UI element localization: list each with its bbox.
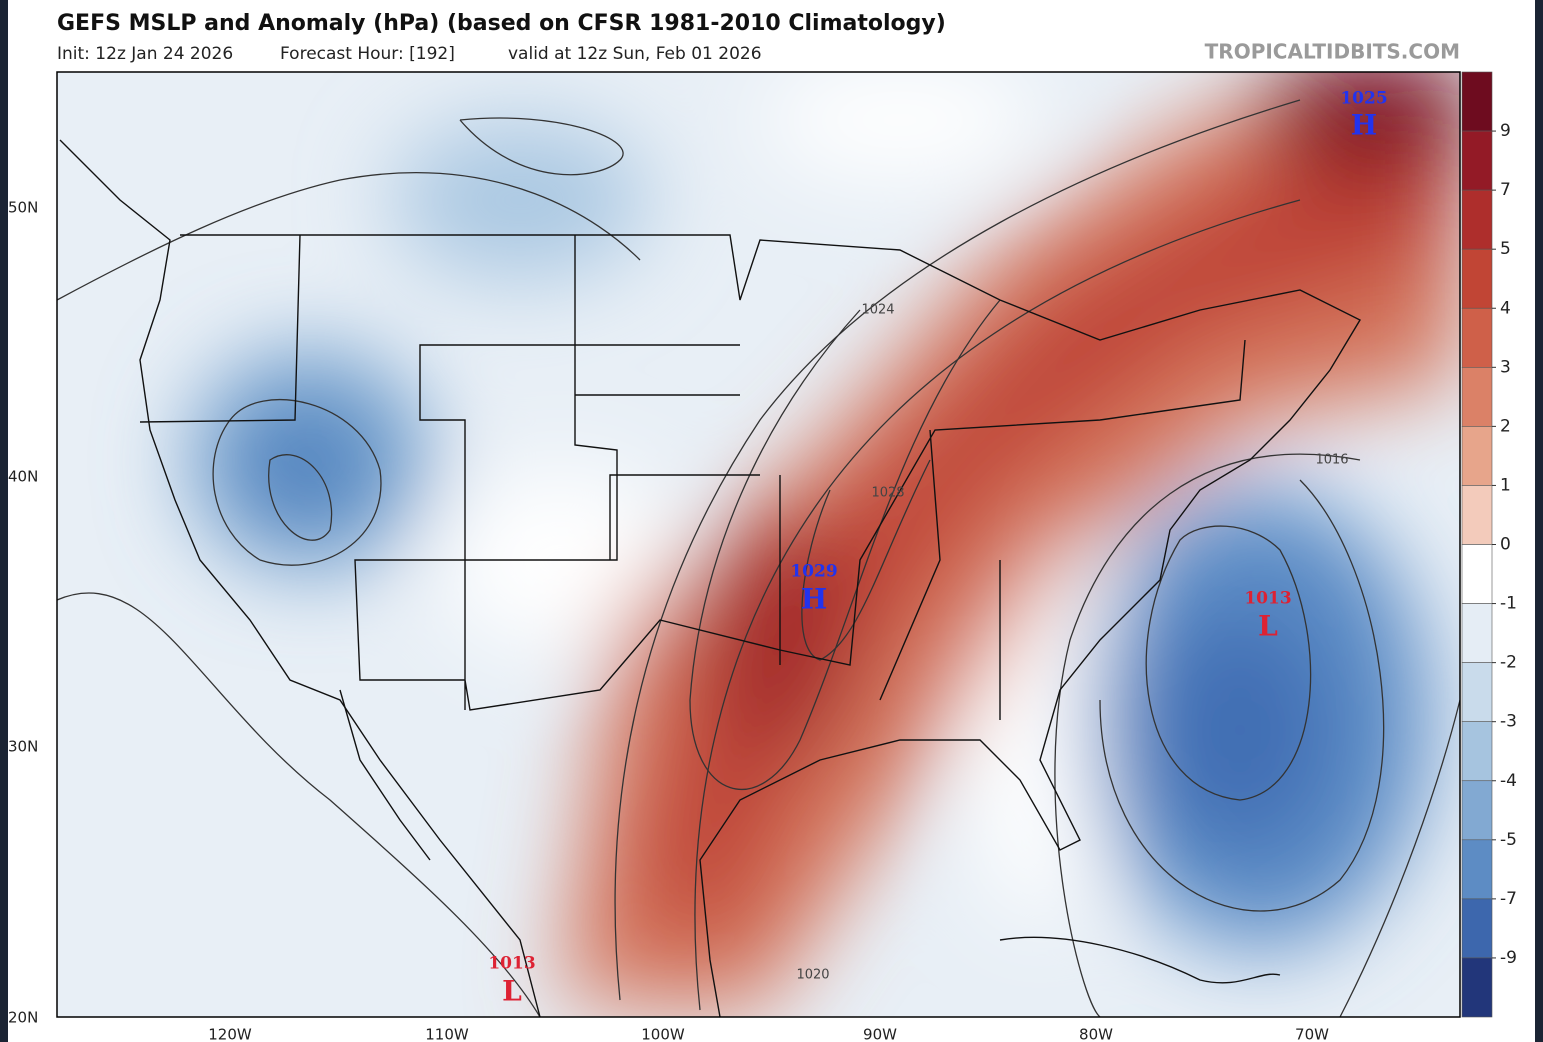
lat-label: 40N xyxy=(8,468,38,486)
colorbar-label: -2 xyxy=(1500,653,1517,673)
center-pressure: 1025 xyxy=(1340,89,1387,109)
colorbar-label: 0 xyxy=(1500,535,1511,555)
center-pressure: 1013 xyxy=(488,954,535,974)
colorbar-box xyxy=(1461,780,1493,841)
colorbar-label: 1 xyxy=(1500,475,1511,495)
contour-label: 1028 xyxy=(871,486,904,501)
colorbar-label: 7 xyxy=(1500,180,1511,200)
lon-label: 120W xyxy=(208,1026,252,1042)
colorbar-box xyxy=(1461,898,1493,959)
colorbar-box xyxy=(1461,662,1493,722)
colorbar-box xyxy=(1461,71,1493,132)
coastlines xyxy=(59,139,1361,1017)
lat-axis: 50N 40N 30N 20N xyxy=(8,199,38,1027)
colorbar-box xyxy=(1461,603,1493,663)
contour-label: 1016 xyxy=(1315,453,1348,468)
colorbar-box xyxy=(1461,839,1493,900)
lon-axis: 120W 110W 100W 90W 80W 70W xyxy=(208,1026,1329,1042)
lat-label: 50N xyxy=(8,199,38,217)
colorbar-box xyxy=(1461,248,1493,309)
colorbar-box xyxy=(1461,957,1493,1018)
title: GEFS MSLP and Anomaly (hPa) (based on CF… xyxy=(57,11,946,36)
colorbar-label: -7 xyxy=(1500,889,1517,909)
center-symbol: H xyxy=(801,583,827,616)
contour-label: 1024 xyxy=(861,303,894,318)
contour-label: 1020 xyxy=(796,968,829,983)
colorbar-label: 2 xyxy=(1500,416,1511,436)
colorbar-box xyxy=(1461,367,1493,427)
colorbar-label: 5 xyxy=(1500,239,1511,259)
lon-label: 80W xyxy=(1079,1026,1113,1042)
valid-time: valid at 12z Sun, Feb 01 2026 xyxy=(508,44,762,64)
colorbar-label: 9 xyxy=(1500,121,1511,141)
forecast-hour: Forecast Hour: [192] xyxy=(280,44,455,64)
lon-label: 110W xyxy=(425,1026,469,1042)
lat-label: 30N xyxy=(8,738,38,756)
anomaly-field xyxy=(57,72,1460,1017)
colorbar: 9 7 5 4 3 2 1 0 -1 -2 -3 -4 -5 -7 -9 xyxy=(1461,71,1517,1018)
credit: TROPICALTIDBITS.COM xyxy=(1205,40,1460,64)
colorbar-label: -1 xyxy=(1500,594,1517,614)
colorbar-label: -9 xyxy=(1500,948,1517,968)
colorbar-box xyxy=(1461,485,1493,545)
init: Init: 12z Jan 24 2026 xyxy=(57,44,233,64)
colorbar-label: -4 xyxy=(1500,771,1517,791)
colorbar-box xyxy=(1461,544,1493,604)
colorbar-label: -5 xyxy=(1500,830,1517,850)
lon-label: 90W xyxy=(863,1026,897,1042)
colorbar-box xyxy=(1461,721,1493,782)
colorbar-label: 4 xyxy=(1500,298,1511,318)
colorbar-box xyxy=(1461,189,1493,250)
center-pressure: 1029 xyxy=(790,562,837,582)
center-symbol: L xyxy=(502,975,522,1008)
isobars xyxy=(57,99,1460,1017)
colorbar-box xyxy=(1461,130,1493,191)
lon-label: 70W xyxy=(1295,1026,1329,1042)
colorbar-box xyxy=(1461,307,1493,368)
lon-label: 100W xyxy=(641,1026,685,1042)
colorbar-label: -3 xyxy=(1500,712,1517,732)
colorbar-box xyxy=(1461,426,1493,486)
lat-label: 20N xyxy=(8,1009,38,1027)
center-pressure: 1013 xyxy=(1244,589,1291,609)
colorbar-label: 3 xyxy=(1500,357,1511,377)
center-symbol: H xyxy=(1351,109,1377,142)
center-symbol: L xyxy=(1258,610,1278,643)
